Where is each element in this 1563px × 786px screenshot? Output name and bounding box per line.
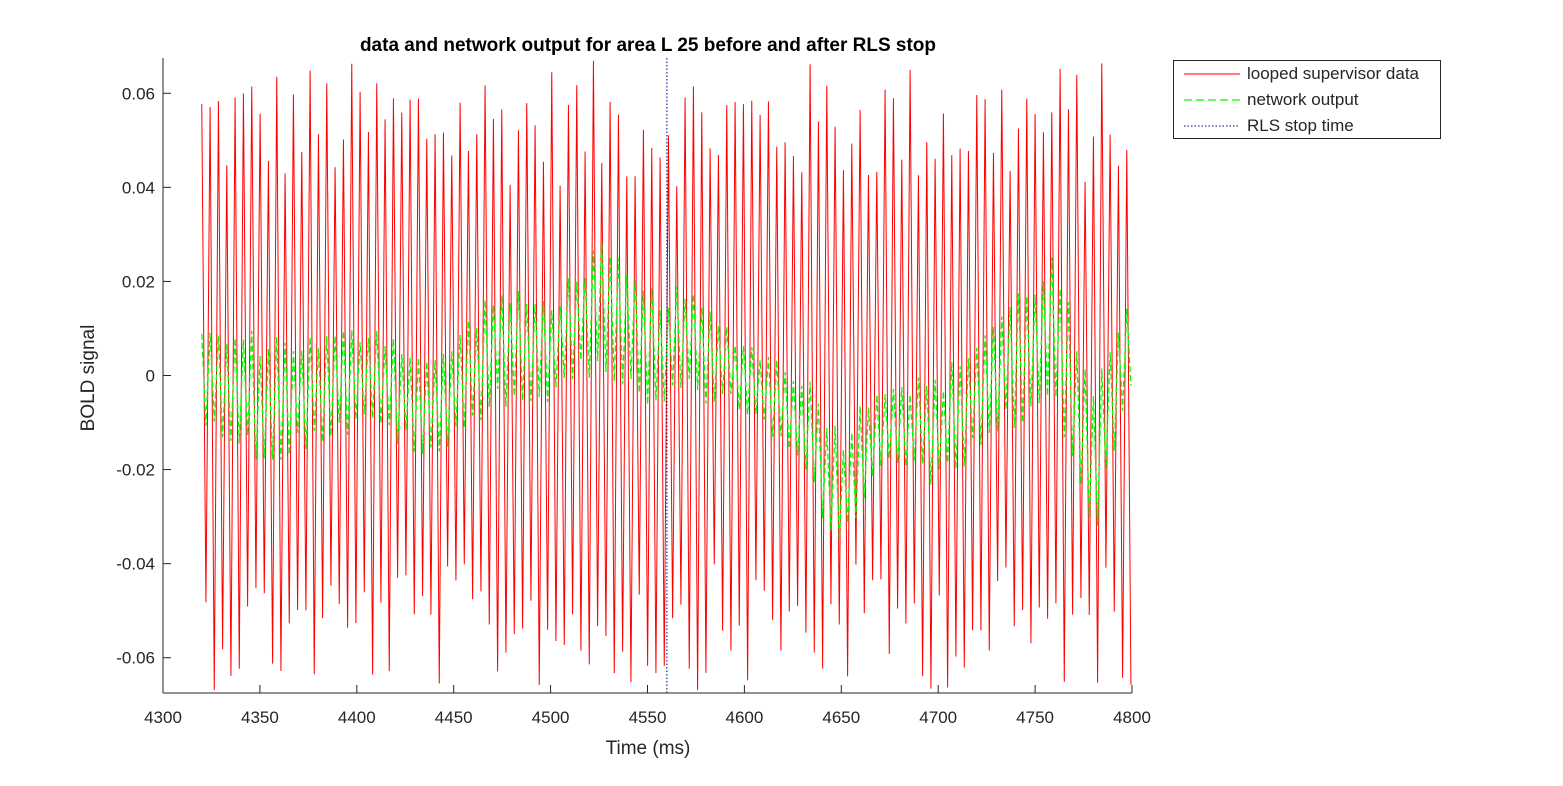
legend-item-rls-stop-time: RLS stop time bbox=[1174, 114, 1440, 138]
legend-swatch-solid-red bbox=[1184, 73, 1240, 75]
x-tick-label: 4500 bbox=[532, 708, 570, 727]
x-tick-label: 4800 bbox=[1113, 708, 1151, 727]
x-tick-label: 4350 bbox=[241, 708, 279, 727]
y-tick-label: -0.06 bbox=[116, 649, 155, 668]
x-tick-label: 4400 bbox=[338, 708, 376, 727]
chart-title: data and network output for area L 25 be… bbox=[360, 35, 936, 56]
x-tick-label: 4300 bbox=[144, 708, 182, 727]
legend-label: network output bbox=[1247, 90, 1359, 109]
legend-swatch-dashed-green bbox=[1184, 99, 1240, 101]
legend-label: RLS stop time bbox=[1247, 116, 1354, 135]
y-tick-label: -0.04 bbox=[116, 555, 155, 574]
y-tick-label: -0.02 bbox=[116, 461, 155, 480]
legend-swatch-dotted-navy bbox=[1184, 125, 1240, 127]
legend: looped supervisor data network output RL… bbox=[1173, 60, 1441, 139]
x-tick-label: 4700 bbox=[919, 708, 957, 727]
legend-item-looped-supervisor-data: looped supervisor data bbox=[1174, 62, 1440, 86]
series-line-network-output bbox=[201, 242, 1132, 540]
y-tick-label: 0.06 bbox=[122, 84, 155, 103]
x-tick-label: 4750 bbox=[1016, 708, 1054, 727]
x-axis-label: Time (ms) bbox=[606, 738, 691, 759]
x-tick-label: 4550 bbox=[629, 708, 667, 727]
y-axis-label: BOLD signal bbox=[78, 325, 99, 432]
legend-label: looped supervisor data bbox=[1247, 64, 1420, 83]
axes: 4300 4350 4400 4450 4500 4550 4600 4650 4700 4750… bbox=[116, 58, 1151, 727]
series-line-looped-supervisor-data bbox=[201, 60, 1132, 691]
x-tick-label: 4650 bbox=[822, 708, 860, 727]
y-tick-label: 0.04 bbox=[122, 178, 155, 197]
x-tick-label: 4450 bbox=[435, 708, 473, 727]
y-tick-label: 0.02 bbox=[122, 272, 155, 291]
y-tick-label: 0 bbox=[146, 367, 155, 386]
plot-area bbox=[201, 58, 1132, 693]
legend-item-network-output: network output bbox=[1174, 88, 1440, 112]
x-tick-label: 4600 bbox=[725, 708, 763, 727]
